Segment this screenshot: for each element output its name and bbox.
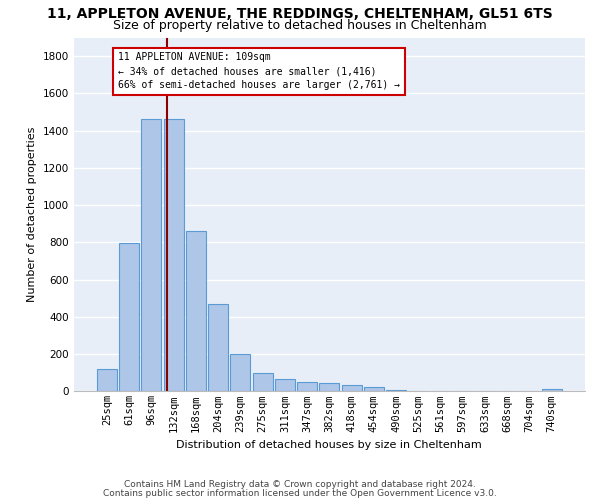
Bar [142,120,161,392]
Text: Size of property relative to detached houses in Cheltenham: Size of property relative to detached ho… [113,19,487,32]
Bar [542,388,562,392]
Bar [297,382,317,392]
Bar [341,385,362,392]
X-axis label: Distribution of detached houses by size in Cheltenham: Distribution of detached houses by size … [176,440,482,450]
Bar [386,390,406,392]
Bar [186,231,206,392]
Bar [319,383,340,392]
Text: 11, APPLETON AVENUE, THE REDDINGS, CHELTENHAM, GL51 6TS: 11, APPLETON AVENUE, THE REDDINGS, CHELT… [47,8,553,22]
Bar [253,373,272,392]
Bar [164,120,184,392]
Bar [230,354,250,392]
Bar [208,304,228,392]
Bar [275,380,295,392]
Text: 11 APPLETON AVENUE: 109sqm
← 34% of detached houses are smaller (1,416)
66% of s: 11 APPLETON AVENUE: 109sqm ← 34% of deta… [118,52,400,90]
Text: Contains public sector information licensed under the Open Government Licence v3: Contains public sector information licen… [103,488,497,498]
Text: Contains HM Land Registry data © Crown copyright and database right 2024.: Contains HM Land Registry data © Crown c… [124,480,476,489]
Bar [364,386,384,392]
Bar [97,369,117,392]
Bar [119,244,139,392]
Y-axis label: Number of detached properties: Number of detached properties [27,127,37,302]
